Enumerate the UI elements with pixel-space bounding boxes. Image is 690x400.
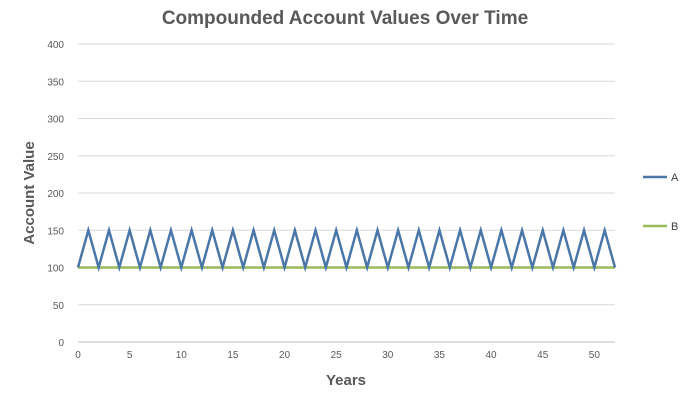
y-tick-label: 50 [53,301,65,312]
x-tick-label: 25 [331,350,343,361]
x-tick-label: 10 [176,350,188,361]
y-tick-label: 150 [47,226,64,237]
x-axis-ticks: 0 5 10 15 20 25 30 35 40 45 50 [75,350,600,361]
y-tick-label: 100 [47,264,64,275]
x-tick-label: 40 [486,350,498,361]
x-tick-label: 15 [227,350,239,361]
x-tick-label: 0 [75,350,81,361]
x-tick-label: 35 [434,350,446,361]
y-tick-label: 250 [47,152,64,163]
series-layer [76,225,617,273]
y-tick-label: 200 [47,189,64,200]
x-tick-label: 45 [537,350,549,361]
y-tick-label: 350 [47,77,64,88]
y-axis-ticks: 0 50 100 150 200 250 300 350 400 [47,40,64,349]
y-tick-label: 300 [47,115,64,126]
series-line-a [76,225,617,273]
y-tick-label: 400 [47,40,64,51]
x-tick-label: 30 [382,350,394,361]
y-tick-label: 0 [58,338,64,349]
x-axis-title: Years [326,372,366,389]
x-tick-label: 5 [127,350,133,361]
x-tick-label: 20 [279,350,291,361]
legend-label-a: A [671,172,679,184]
legend: AB [643,172,679,233]
chart-title: Compounded Account Values Over Time [161,8,529,29]
legend-label-b: B [671,221,678,233]
y-axis-title: Account Value [21,141,38,244]
x-tick-label: 50 [589,350,601,361]
